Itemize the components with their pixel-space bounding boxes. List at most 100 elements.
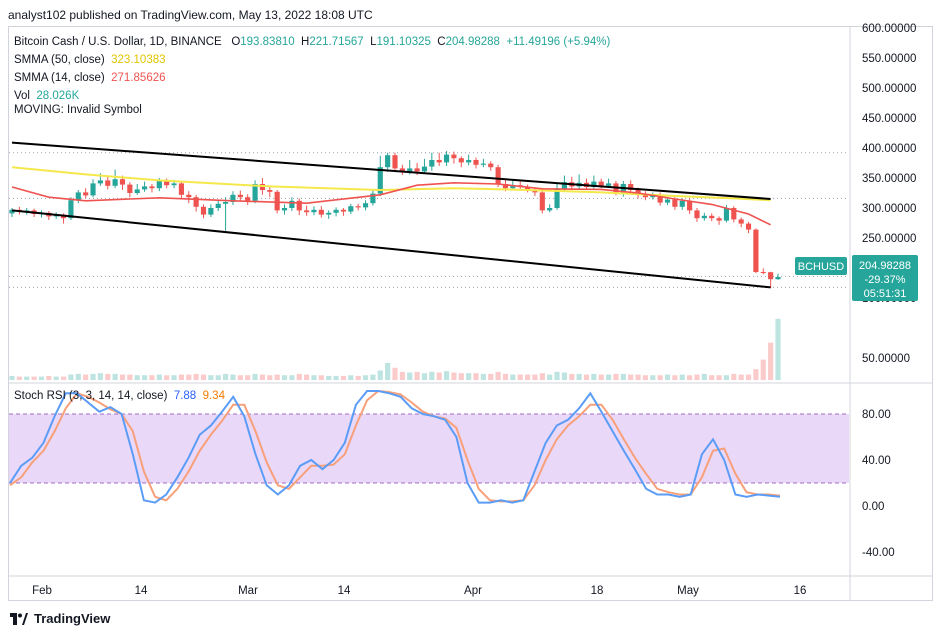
candle xyxy=(9,208,15,217)
volume-bar xyxy=(289,375,295,380)
price-tick-label: 550.00000 xyxy=(862,53,916,65)
time-tick-label: 16 xyxy=(794,585,807,597)
volume-bar xyxy=(149,375,155,380)
candle-body xyxy=(731,208,737,220)
candle xyxy=(318,206,324,218)
candle-body xyxy=(105,180,111,186)
candle-body xyxy=(9,209,15,214)
legend-high: 221.71567 xyxy=(309,36,364,48)
candle xyxy=(348,203,354,214)
volume-bar xyxy=(473,373,479,380)
price-tick-label: 500.00000 xyxy=(862,83,916,95)
price-axis[interactable]: 600.00000 550.00000 500.00000 450.00000 400.… xyxy=(862,23,916,365)
candle xyxy=(134,184,140,195)
volume-bar xyxy=(716,375,722,380)
candle-body xyxy=(745,223,752,230)
legend-c-label: C xyxy=(437,36,446,48)
chart-frame[interactable] xyxy=(8,26,933,601)
candle xyxy=(83,188,89,199)
candle xyxy=(252,180,258,204)
candle xyxy=(421,158,428,174)
candle-body xyxy=(311,209,317,213)
footer-brand: TradingView xyxy=(34,611,111,626)
candle-body xyxy=(510,185,516,189)
volume-bar xyxy=(9,375,15,380)
volume-bar xyxy=(458,373,464,380)
candle xyxy=(694,208,700,222)
price-badge-change: -29.37% xyxy=(865,274,906,286)
legend-row-vol: Vol 28.026K xyxy=(14,90,79,102)
smma14-line xyxy=(11,181,771,226)
candle-body xyxy=(68,200,74,219)
channel-upper-line xyxy=(11,141,771,200)
candle xyxy=(141,181,148,192)
candle xyxy=(385,152,391,172)
volume-bar xyxy=(561,372,567,380)
volume-bar xyxy=(377,370,383,380)
rsi-tick-label: 40.00 xyxy=(862,455,891,467)
volume-bar xyxy=(635,374,641,380)
candle-body xyxy=(333,209,339,213)
candle xyxy=(488,161,494,171)
volume-bar xyxy=(650,375,656,380)
candle-body xyxy=(664,199,671,203)
candle xyxy=(716,216,722,225)
candle-body xyxy=(392,155,398,169)
volume-bar xyxy=(731,373,737,380)
candle-body xyxy=(679,200,685,207)
candle-body xyxy=(208,208,214,215)
volume-bar xyxy=(83,374,89,380)
candle xyxy=(466,154,472,166)
volume-bar xyxy=(16,376,22,380)
volume-bar xyxy=(709,375,715,380)
candle-body xyxy=(657,194,663,203)
candle-body xyxy=(289,200,295,208)
volume-bar xyxy=(46,375,52,380)
candle xyxy=(46,211,52,220)
candle-body xyxy=(709,215,715,219)
volume-bar xyxy=(775,318,781,380)
legend-smma50-value: 323.10383 xyxy=(111,54,166,66)
candle-body xyxy=(407,168,413,172)
candle-body xyxy=(495,167,501,184)
volume-bar xyxy=(576,373,582,380)
legend-o-label: O xyxy=(231,36,241,48)
candle-body xyxy=(547,208,553,211)
volume-bar xyxy=(738,374,744,380)
candle-body xyxy=(480,163,486,165)
candle xyxy=(281,204,288,215)
volume-bar xyxy=(215,375,221,380)
volume-bar xyxy=(333,375,339,380)
volume-bar xyxy=(296,373,302,380)
time-axis[interactable]: Feb 14 Mar 14 Apr 18 May 16 xyxy=(32,585,806,597)
volume-bar xyxy=(760,359,766,380)
candle xyxy=(768,271,774,288)
volume-bar xyxy=(399,371,405,380)
time-tick-label: Apr xyxy=(464,585,482,597)
candle-body xyxy=(473,160,479,165)
rsi-axis[interactable]: 80.00 40.00 0.00 -40.00 xyxy=(862,409,895,559)
candle-body xyxy=(362,203,369,208)
legend-moving: MOVING: Invalid Symbol xyxy=(14,104,142,116)
candle-body xyxy=(296,200,302,211)
overlay-lines xyxy=(11,141,771,289)
time-tick-label: Mar xyxy=(238,585,258,597)
volume-bar xyxy=(60,376,67,380)
volume-bar xyxy=(466,373,472,380)
price-tick-label: 350.00000 xyxy=(862,173,916,185)
legend-h-label: H xyxy=(301,36,310,48)
candle-body xyxy=(318,209,324,215)
footer-logo[interactable]: TradingView xyxy=(10,611,110,626)
candle-body xyxy=(421,166,428,172)
volume-bar xyxy=(554,371,560,380)
volume-bar xyxy=(532,374,538,380)
candle-body xyxy=(524,187,531,190)
candle xyxy=(112,169,118,189)
candle xyxy=(340,208,347,216)
rsi-legend-k: 7.88 xyxy=(173,390,197,402)
legend-close: 204.98288 xyxy=(445,36,500,48)
volume-bar xyxy=(53,376,59,380)
volume-bar xyxy=(105,373,111,380)
candle xyxy=(237,190,243,201)
